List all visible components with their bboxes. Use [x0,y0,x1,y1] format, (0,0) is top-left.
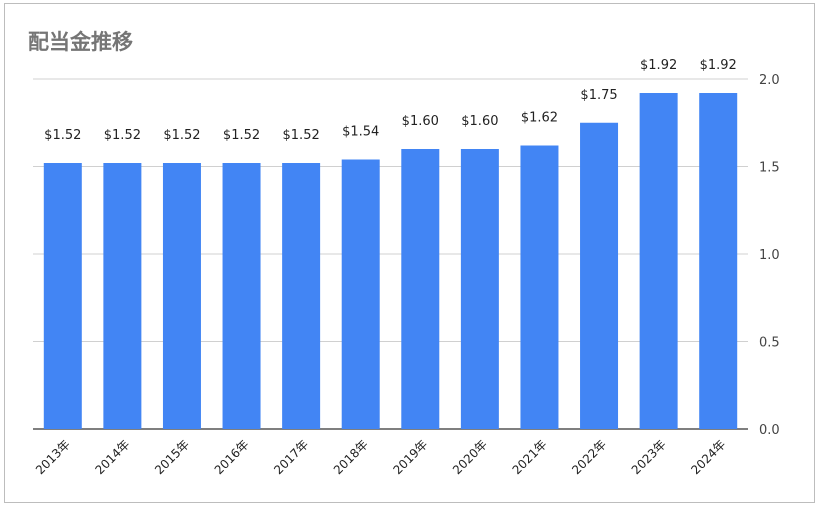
data-label: $1.52 [163,128,200,143]
data-label: $1.54 [342,125,379,140]
y-tick-label: 1.5 [759,161,780,176]
gridlines [33,78,748,430]
x-tick-label: 2021年 [510,437,550,477]
x-tick-label: 2019年 [390,437,430,477]
data-label: $1.75 [580,88,617,103]
data-labels: $1.52 $1.52 $1.52 $1.52 $1.52 $1.54 $1.60 $1.60… [44,58,737,143]
bars [43,93,738,429]
bar [580,122,619,429]
x-tick-label: 2020年 [450,437,490,477]
data-label: $1.60 [402,114,439,129]
data-label: $1.92 [640,58,677,73]
x-tick-label: 2023年 [629,437,669,477]
bar [401,149,440,429]
bar [162,163,201,429]
x-axis-ticks: 2013年 2014年 2015年 2016年 2017年 2018年 2019年 2020年… [33,437,728,477]
bar [460,149,499,429]
y-tick-label: 0.5 [759,336,780,351]
bar [341,159,380,429]
y-tick-label: 0.0 [759,423,780,438]
data-label: $1.52 [223,128,260,143]
data-label: $1.60 [461,114,498,129]
x-tick-label: 2016年 [212,437,252,477]
x-tick-label: 2014年 [93,437,133,477]
bar [699,93,738,429]
bar [43,163,82,429]
data-label: $1.52 [104,128,141,143]
x-tick-label: 2017年 [271,437,311,477]
x-tick-label: 2022年 [569,437,609,477]
bar [639,93,678,429]
data-label: $1.62 [521,111,558,126]
bar [103,163,142,429]
bar [282,163,321,429]
bar [520,145,559,429]
data-label: $1.52 [44,128,81,143]
y-tick-label: 1.0 [759,248,780,263]
data-label: $1.92 [700,58,737,73]
x-tick-label: 2024年 [688,437,728,477]
y-axis-ticks: 0.0 0.5 1.0 1.5 2.0 [759,73,780,438]
y-tick-label: 2.0 [759,73,780,88]
bar [222,163,261,429]
x-tick-label: 2015年 [152,437,192,477]
data-label: $1.52 [283,128,320,143]
x-tick-label: 2013年 [33,437,73,477]
x-tick-label: 2018年 [331,437,371,477]
chart-title: 配当金推移 [28,30,133,54]
